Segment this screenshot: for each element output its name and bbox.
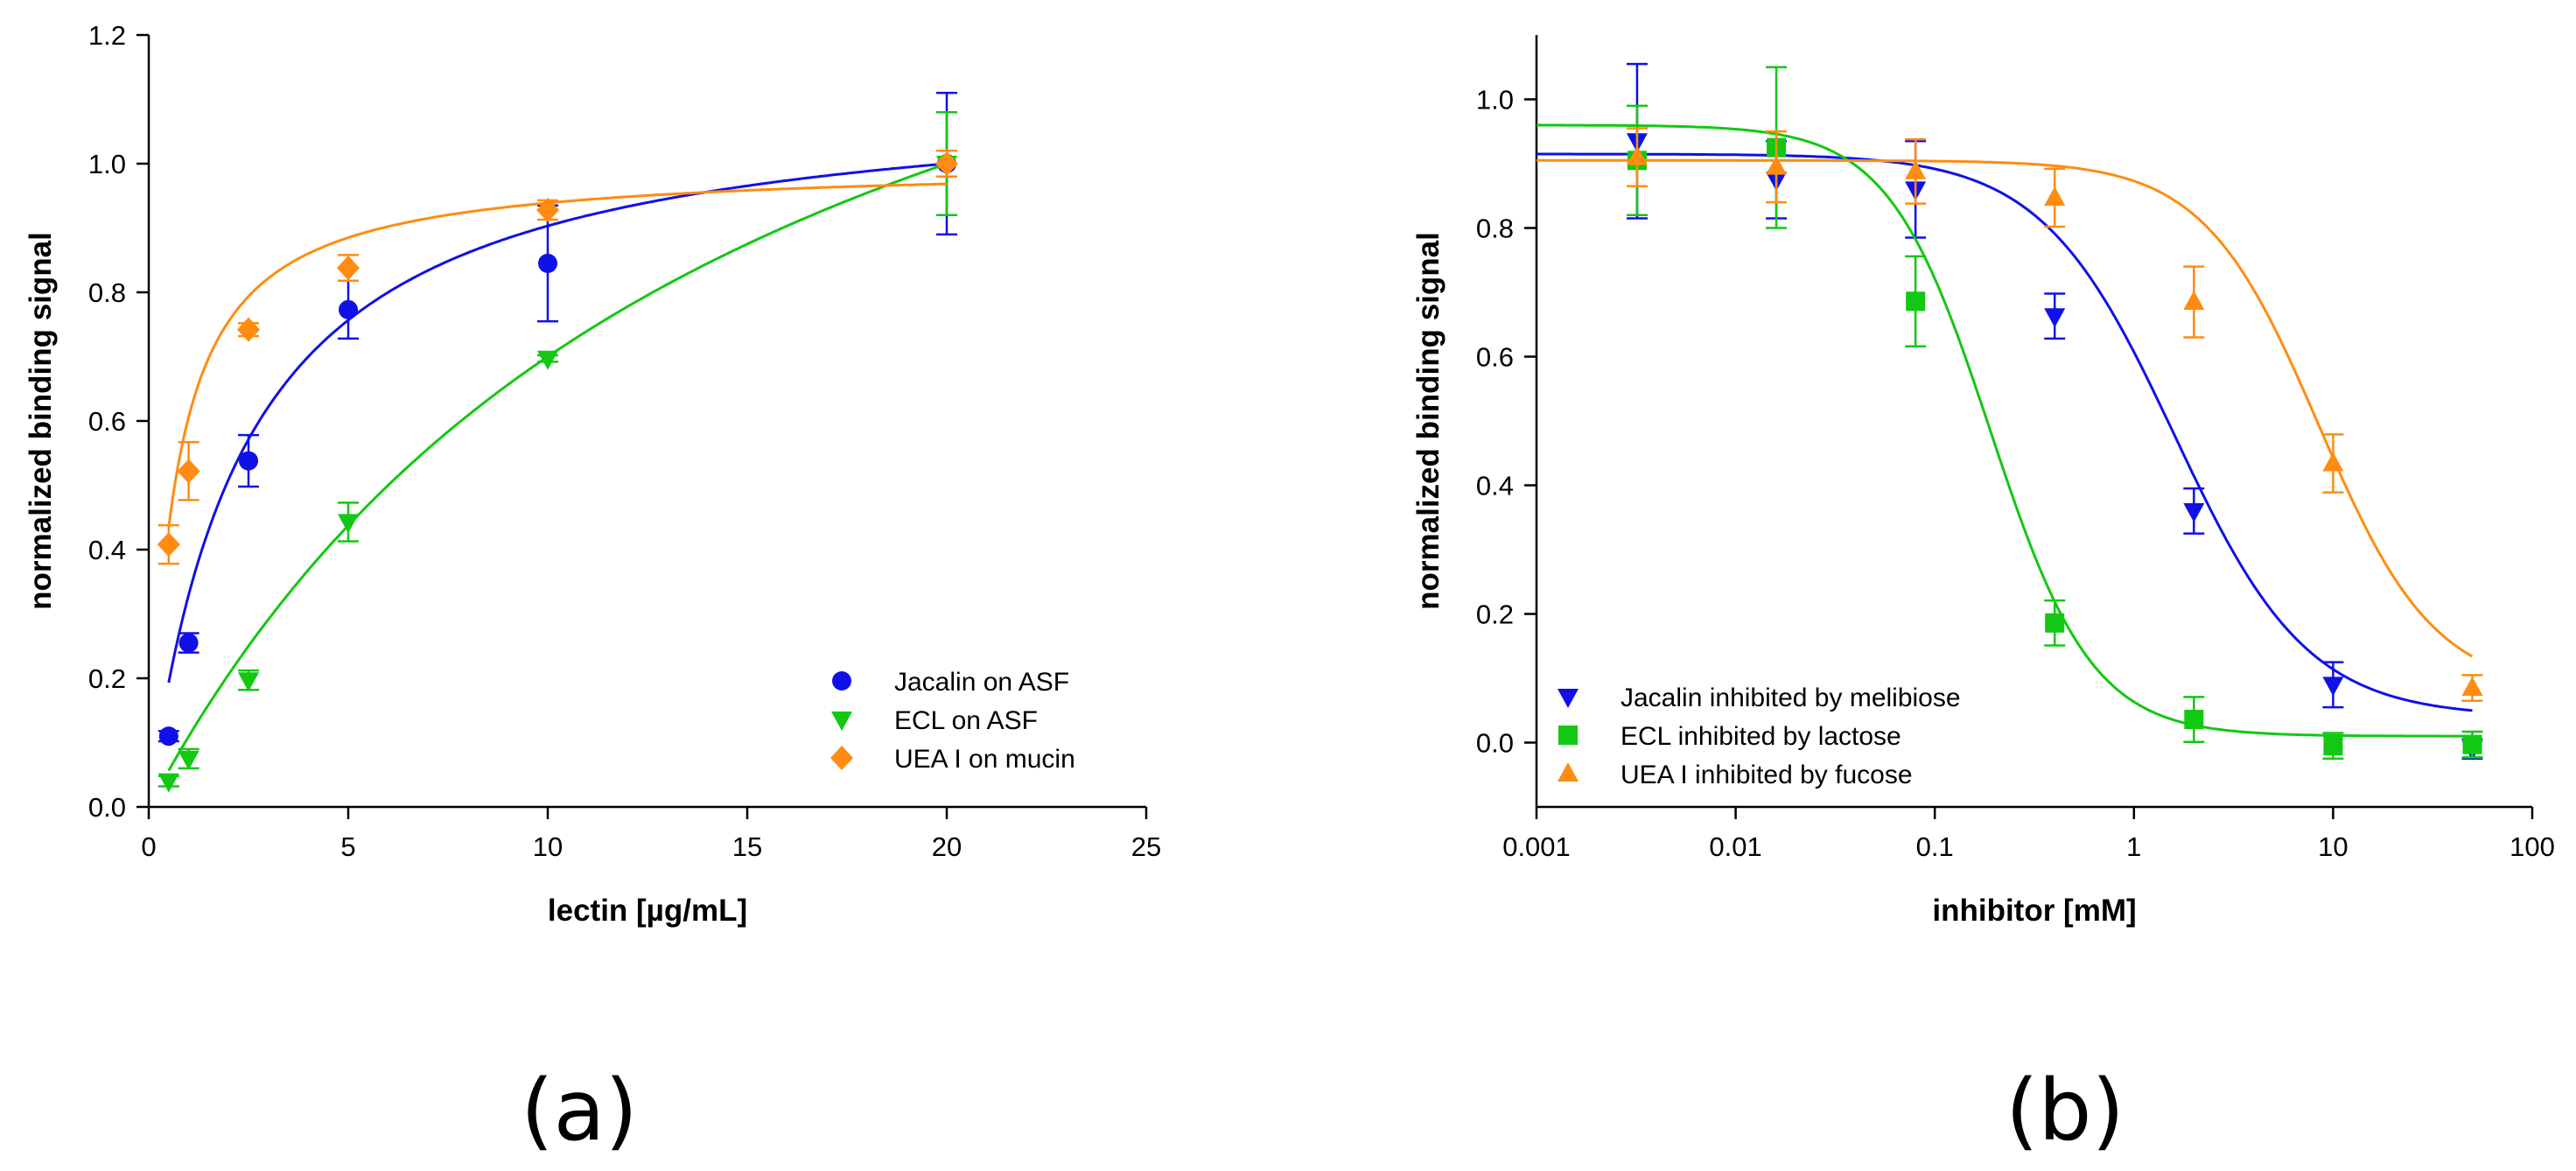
x-tick-label: 20 (932, 831, 962, 862)
y-tick-label: 0.0 (88, 792, 126, 823)
data-point (2462, 734, 2482, 754)
data-point (337, 256, 360, 281)
y-tick-label: 0.8 (1476, 214, 1514, 244)
data-point (2322, 677, 2344, 697)
legend-label: Jacalin on ASF (894, 668, 1069, 697)
y-tick-label: 1.0 (88, 149, 126, 179)
data-point (237, 317, 260, 342)
legend-label: ECL inhibited by lactose (1620, 722, 1901, 751)
y-tick-label: 0.0 (1476, 728, 1514, 759)
legend-marker (1558, 726, 1578, 745)
data-point (339, 299, 358, 319)
x-tick-label: 10 (533, 831, 563, 862)
x-axis-title: inhibitor [mM] (1932, 894, 2136, 928)
y-axis-title: normalized binding signal (1411, 232, 1446, 610)
x-tick-label: 0.001 (1502, 831, 1571, 862)
data-point (2461, 677, 2483, 697)
data-point (1905, 159, 1927, 179)
chart-panel-a: 0 5 10 15 20 25 0.0 0.2 0.4 0.6 0.8 1.0 1.2 lectin [µ… (24, 20, 1161, 1160)
x-tick-label: 0.1 (1916, 831, 1954, 862)
data-point (2322, 452, 2344, 472)
data-point (537, 350, 558, 370)
data-point (238, 672, 259, 692)
data-point (178, 750, 200, 770)
data-point (935, 151, 958, 176)
x-tick-label: 0.01 (1709, 831, 1761, 862)
data-point (2044, 186, 2066, 206)
data-point (1906, 291, 1926, 312)
data-point (338, 514, 359, 534)
y-tick-label: 0.2 (88, 663, 126, 694)
data-point (2183, 291, 2205, 311)
data-point (2183, 502, 2205, 522)
panel-label: (a) (521, 1062, 638, 1160)
x-tick-label: 15 (732, 831, 762, 862)
panel-label: (b) (2006, 1062, 2124, 1160)
legend-label: Jacalin inhibited by melibiose (1620, 684, 1961, 712)
fit-curve (1536, 123, 2473, 738)
data-point (178, 633, 199, 653)
chart-panel-b: 0.001 0.01 0.1 1 10 100 0.0 0.2 0.4 0.6 0.8 1.0 inhi… (1411, 35, 2555, 1160)
data-point (239, 451, 258, 471)
x-tick-label: 10 (2318, 831, 2348, 862)
data-point (2045, 613, 2065, 633)
series-ecl-inhibited-by-lactose (1536, 66, 2483, 761)
fit-curve (1536, 158, 2474, 658)
legend-label: UEA I inhibited by fucose (1620, 761, 1913, 789)
legend-marker (1558, 689, 1578, 708)
data-point (2323, 736, 2343, 756)
data-point (177, 459, 200, 484)
legend-marker (832, 671, 851, 691)
series-ecl-on-asf (158, 110, 957, 793)
fit-curve (167, 162, 948, 684)
data-point (157, 532, 180, 557)
data-point (536, 197, 559, 222)
x-axis-title: lectin [µg/mL] (548, 894, 747, 928)
y-tick-label: 0.2 (1476, 600, 1514, 630)
data-point (158, 773, 179, 793)
legend-label: ECL on ASF (894, 706, 1038, 735)
y-tick-label: 0.8 (88, 277, 126, 308)
y-tick-label: 1.2 (88, 20, 126, 51)
x-tick-label: 25 (1131, 831, 1161, 862)
fit-curve (167, 182, 948, 528)
series-uea-i-inhibited-by-fucose (1536, 127, 2483, 702)
fit-curve (1536, 152, 2473, 712)
y-tick-label: 0.4 (88, 535, 126, 565)
legend-marker (831, 712, 852, 731)
legend-marker (830, 746, 853, 770)
series-jacalin-on-asf (158, 91, 957, 747)
x-tick-label: 1 (2126, 831, 2141, 862)
data-point (538, 253, 557, 273)
data-point (2044, 308, 2066, 328)
y-tick-label: 0.4 (1476, 471, 1514, 501)
data-point (1626, 145, 1648, 165)
y-tick-label: 0.6 (1476, 342, 1514, 373)
data-point (2184, 710, 2204, 730)
x-tick-label: 0 (141, 831, 156, 862)
series-uea-i-on-mucin (157, 150, 958, 565)
x-tick-label: 5 (340, 831, 355, 862)
legend-label: UEA I on mucin (894, 745, 1075, 774)
y-axis-title: normalized binding signal (24, 232, 58, 610)
data-point (1766, 155, 1788, 175)
series-jacalin-inhibited-by-melibiose (1536, 62, 2483, 761)
fit-curve (167, 162, 948, 772)
x-tick-label: 100 (2510, 831, 2555, 862)
legend-marker (1558, 762, 1578, 782)
y-tick-label: 1.0 (1476, 85, 1514, 116)
data-point (158, 726, 178, 747)
y-tick-label: 0.6 (88, 406, 126, 437)
